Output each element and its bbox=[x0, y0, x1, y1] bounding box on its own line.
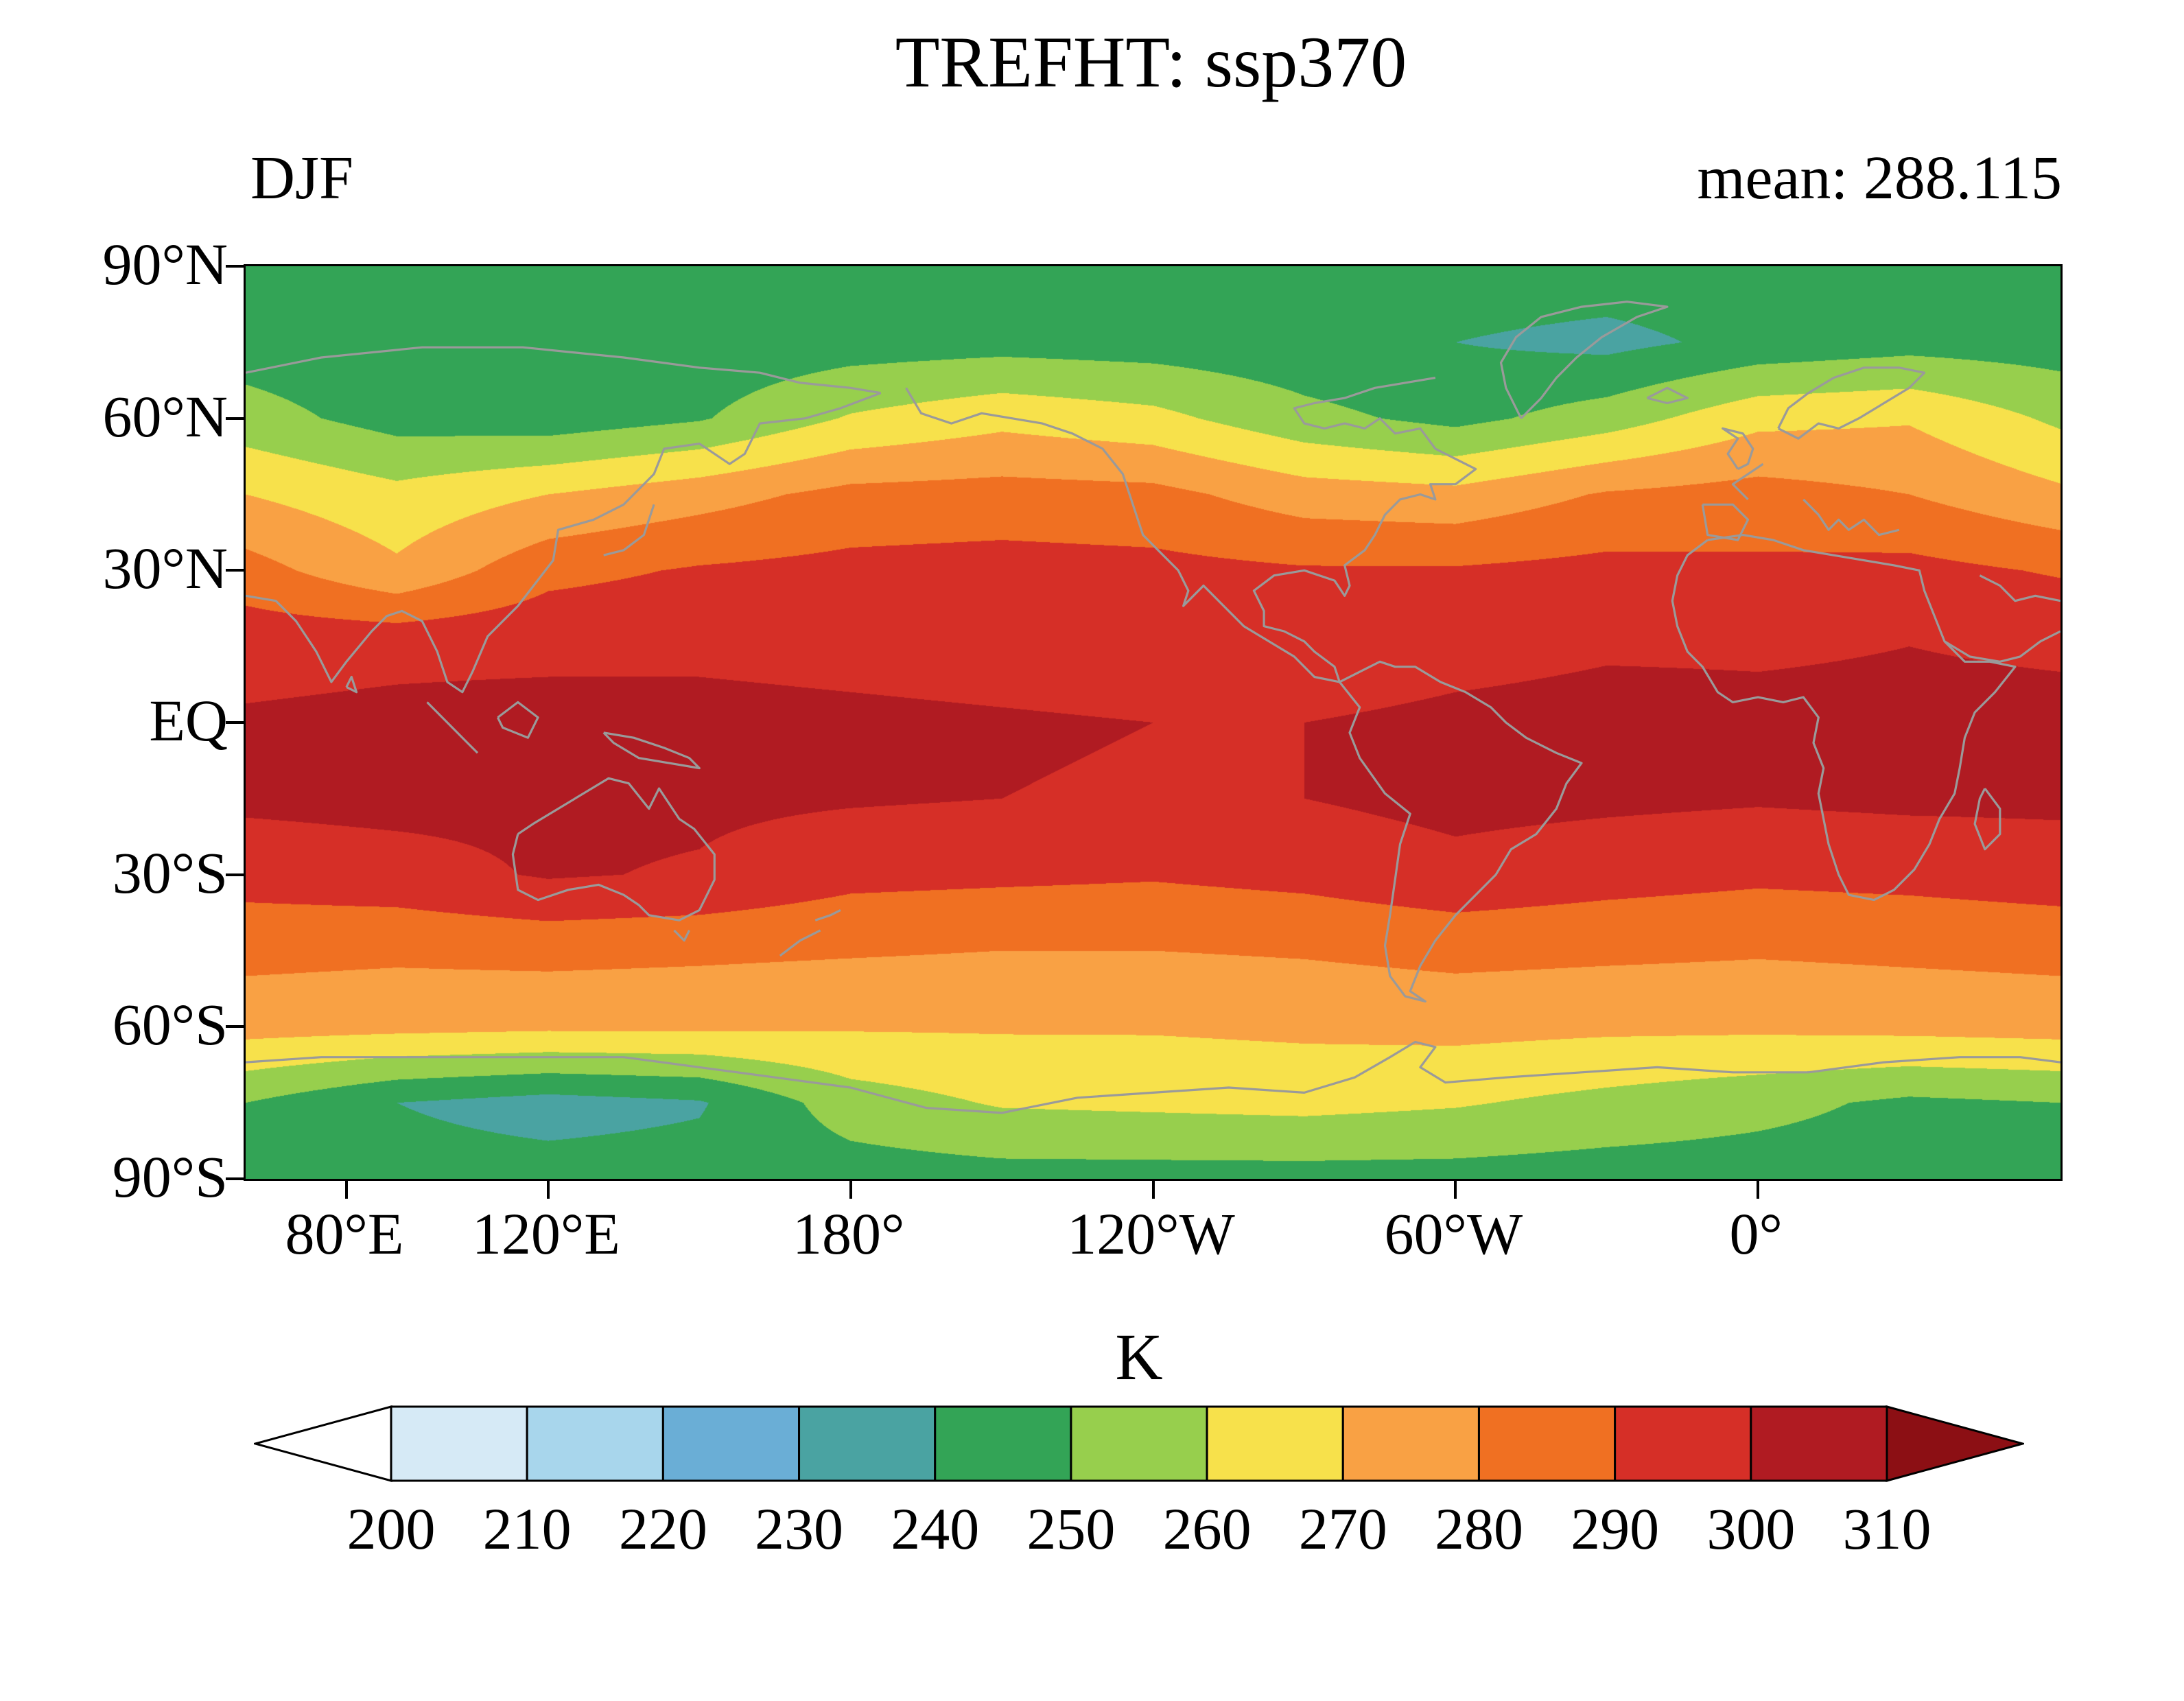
colorbar-segment bbox=[1614, 1405, 1752, 1482]
y-axis-tick-mark bbox=[226, 1025, 244, 1029]
x-axis-tick-label: 0° bbox=[1729, 1201, 1783, 1267]
coastline-path bbox=[246, 346, 881, 395]
colorbar-tick-label: 300 bbox=[1706, 1496, 1796, 1562]
y-axis-tick-label: 30°N bbox=[102, 535, 228, 602]
coastline-path bbox=[1731, 462, 1764, 501]
colorbar-arrow bbox=[254, 1405, 392, 1482]
colorbar-segment bbox=[526, 1405, 664, 1482]
x-axis-tick-mark bbox=[1454, 1181, 1457, 1199]
colorbar-tick-label: 210 bbox=[482, 1496, 572, 1562]
y-axis-tick-label: 90°S bbox=[112, 1144, 228, 1210]
x-axis-tick-label: 120°E bbox=[471, 1201, 620, 1267]
coastline-path bbox=[905, 387, 1340, 683]
y-axis-tick-label: 60°N bbox=[102, 383, 228, 449]
coastline-path bbox=[1722, 427, 1754, 471]
temperature-heatmap-canvas bbox=[246, 266, 2060, 1179]
y-axis-tick-label: EQ bbox=[149, 688, 228, 753]
y-axis-tick-mark bbox=[226, 721, 244, 724]
season-label: DJF bbox=[250, 144, 354, 212]
coastline-path bbox=[345, 675, 358, 694]
coastline-path bbox=[246, 1040, 2060, 1114]
coastline-path bbox=[1646, 386, 1689, 405]
colorbar-tick-label: 290 bbox=[1571, 1496, 1660, 1562]
coastline-path bbox=[1979, 574, 2060, 602]
colorbar-tick-label: 310 bbox=[1842, 1496, 1931, 1562]
map-plot-area bbox=[226, 264, 2063, 1199]
colorbar-segment bbox=[1341, 1405, 1480, 1482]
coastline-path bbox=[1499, 301, 1669, 419]
y-axis-tick-mark bbox=[226, 265, 244, 268]
coastline-path bbox=[1701, 503, 1750, 541]
colorbar-segment bbox=[661, 1405, 801, 1482]
x-axis-tick-mark bbox=[546, 1181, 550, 1199]
colorbar-segment bbox=[1477, 1405, 1617, 1482]
colorbar-tick-label: 250 bbox=[1026, 1496, 1116, 1562]
y-axis-tick-mark bbox=[226, 417, 244, 420]
y-axis-tick-mark bbox=[226, 873, 244, 876]
coastline-path bbox=[1671, 534, 2017, 902]
y-axis-tick-label: 60°S bbox=[112, 992, 228, 1058]
coastline-path bbox=[426, 701, 479, 754]
x-axis-tick-label: 180° bbox=[792, 1201, 905, 1267]
colorbar-segment bbox=[390, 1405, 528, 1482]
x-axis-tick-label: 60°W bbox=[1384, 1201, 1523, 1267]
coastline-path bbox=[1252, 377, 1477, 683]
y-axis-tick-mark bbox=[226, 1177, 244, 1180]
coastline-path bbox=[602, 731, 701, 770]
y-axis-tick-label: 90°N bbox=[102, 231, 228, 297]
coastline-path bbox=[779, 929, 821, 957]
coastlines-overlay bbox=[246, 301, 2060, 1114]
coastline-path bbox=[814, 908, 841, 922]
coastline-path bbox=[603, 504, 655, 556]
x-axis-labels: 80°E 120°E 180° 120°W 60°W 0° bbox=[244, 1199, 2058, 1275]
y-axis-tick-label: 30°S bbox=[112, 839, 228, 906]
colorbar-units-label: K bbox=[1115, 1320, 1163, 1394]
colorbar-arrow bbox=[1886, 1405, 2024, 1482]
coastline-path bbox=[246, 392, 882, 694]
x-axis-tick-mark bbox=[849, 1181, 852, 1199]
colorbar-segment bbox=[798, 1405, 937, 1482]
y-axis-labels: 90°N 60°N 30°N EQ 30°S 60°S 90°S bbox=[0, 231, 235, 1210]
colorbar-tick-label: 230 bbox=[755, 1496, 844, 1562]
mean-value-label: mean: 288.115 bbox=[1697, 144, 2062, 212]
figure-title: TREFHT: ssp370 bbox=[895, 22, 1407, 102]
coastline-path bbox=[496, 701, 539, 739]
x-axis-tick-label: 80°E bbox=[285, 1201, 404, 1267]
colorbar-segment bbox=[1070, 1405, 1208, 1482]
colorbar-tick-label: 200 bbox=[347, 1496, 436, 1562]
x-axis-tick-label: 120°W bbox=[1067, 1201, 1235, 1267]
colorbar-tick-labels: 200 210 220 230 240 250 260 270 280 290 300 310 bbox=[254, 1494, 2024, 1563]
coastline-path bbox=[673, 929, 691, 942]
colorbar-segment bbox=[1750, 1405, 1888, 1482]
coastline-path bbox=[1777, 366, 1926, 440]
colorbar-tick-label: 220 bbox=[618, 1496, 707, 1562]
coastline-path bbox=[1339, 660, 1583, 1003]
colorbar-tick-label: 260 bbox=[1162, 1496, 1252, 1562]
x-axis-tick-mark bbox=[344, 1181, 348, 1199]
colorbar bbox=[254, 1405, 2024, 1482]
colorbar-tick-label: 270 bbox=[1298, 1496, 1387, 1562]
colorbar-tick-label: 280 bbox=[1434, 1496, 1523, 1562]
coastline-path bbox=[511, 777, 716, 922]
colorbar-segment bbox=[934, 1405, 1072, 1482]
colorbar-segment bbox=[1206, 1405, 1344, 1482]
x-axis-tick-mark bbox=[1757, 1181, 1760, 1199]
x-axis-tick-mark bbox=[1151, 1181, 1155, 1199]
y-axis-tick-mark bbox=[226, 569, 244, 572]
coastline-path bbox=[1803, 498, 1900, 537]
coastline-path bbox=[1944, 630, 2060, 663]
colorbar-tick-label: 240 bbox=[891, 1496, 980, 1562]
coastline-path bbox=[1973, 788, 2001, 851]
